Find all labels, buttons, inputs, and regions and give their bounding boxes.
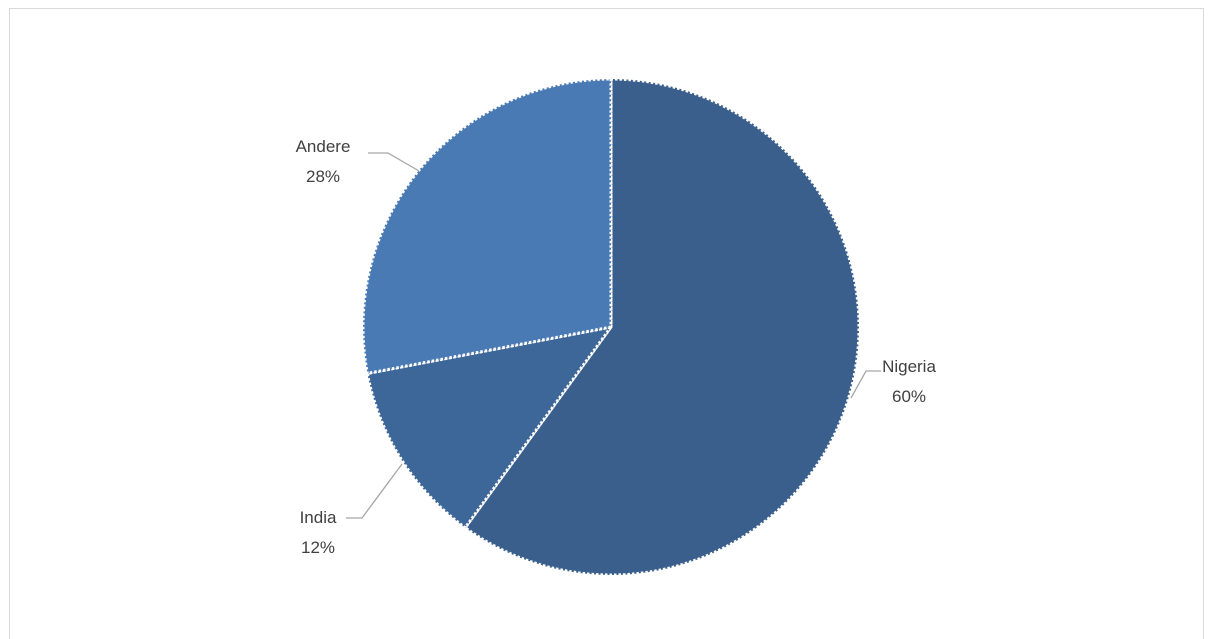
pie-slice-nigeria — [463, 77, 861, 577]
pie-slice-india — [365, 325, 613, 530]
data-label-value-india: 12% — [301, 538, 335, 557]
data-label-name-india: India — [300, 508, 337, 527]
data-label-name-andere: Andere — [296, 137, 351, 156]
leader-lines — [346, 152, 881, 519]
leader-line-india — [346, 463, 403, 519]
data-labels: Nigeria 60% India 12% Andere 28% — [296, 137, 937, 557]
pie-slices — [361, 77, 861, 577]
data-label-value-nigeria: 60% — [892, 387, 926, 406]
data-label-name-nigeria: Nigeria — [882, 357, 936, 376]
pie-slice-andere — [361, 77, 613, 375]
data-label-value-andere: 28% — [306, 167, 340, 186]
leader-line-andere — [368, 152, 420, 172]
leader-line-nigeria — [850, 370, 881, 399]
